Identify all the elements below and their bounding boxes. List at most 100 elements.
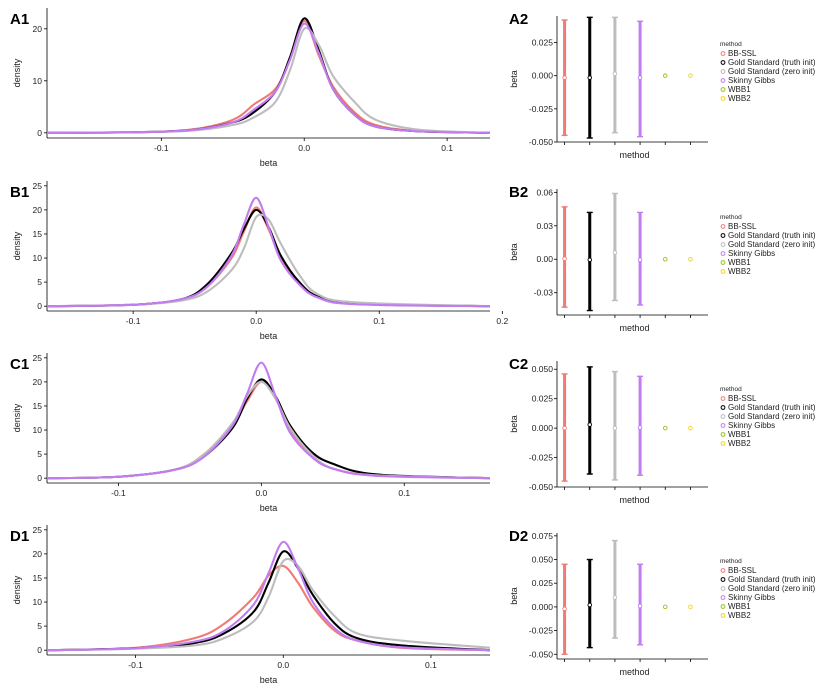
y-tick-label: -0.050: [529, 482, 553, 492]
density-line-gold-standard-truth-init: [47, 17, 490, 134]
y-tick-label: 0: [37, 301, 42, 311]
y-tick-label: 0.075: [532, 531, 554, 541]
panel-label: B1: [10, 184, 29, 201]
x-axis-title: beta: [260, 503, 278, 513]
legend-key: [720, 242, 726, 247]
legend-label: WBB2: [728, 611, 751, 620]
y-tick-label: -0.03: [534, 288, 554, 298]
legend-key: [720, 604, 726, 609]
mean-point-gold-standard-truth-init: [587, 602, 593, 608]
x-axis-title: method: [619, 150, 649, 160]
legend-key: [720, 595, 726, 600]
legend-key: [720, 432, 726, 437]
x-tick-label: 0.0: [255, 488, 267, 498]
legend-title: method: [720, 386, 742, 393]
mean-point-wbb2: [688, 73, 693, 78]
legend-title: method: [720, 214, 742, 221]
density-line-bb-ssl: [47, 564, 490, 652]
density-panel-A1: A1 0 10 20 -0.1 0.0 0.1 beta density: [10, 8, 490, 168]
legend-title: method: [720, 558, 742, 565]
mean-point-bb-ssl: [562, 606, 567, 612]
x-tick-label: 0.0: [250, 316, 262, 326]
y-tick-label: -0.025: [529, 626, 553, 636]
mean-point-gold-standard-truth-init: [587, 257, 593, 263]
y-axis-title: density: [12, 231, 22, 260]
panel-label: A2: [509, 11, 528, 28]
legend-label: WBB2: [728, 94, 751, 103]
y-tick-label: 0: [37, 473, 42, 483]
panel-label: D1: [10, 528, 29, 545]
mean-point-gold-standard-truth-init: [587, 422, 593, 427]
legend-key: [720, 613, 726, 618]
mean-point-gold-standard-zero-init: [612, 250, 618, 255]
y-tick-label: 0: [37, 645, 42, 655]
density-panel-C1: C1 0 5 10 15 20 25 -0.1 0.0 0.1 beta density: [10, 353, 490, 513]
x-tick-label: 0.1: [441, 143, 453, 153]
mean-point-gold-standard-zero-init: [612, 71, 618, 76]
legend-label: Gold Standard (truth init): [728, 231, 816, 240]
y-tick-label: 0.000: [532, 71, 554, 81]
y-tick-label: -0.050: [529, 649, 553, 659]
legend-label: Gold Standard (truth init): [728, 575, 816, 584]
y-tick-label: 25: [33, 353, 43, 363]
y-tick-label: -0.025: [529, 104, 553, 114]
y-tick-label: 0.025: [532, 578, 554, 588]
mean-point-gold-standard-zero-init: [612, 595, 618, 600]
mean-point-wbb1: [663, 604, 668, 610]
legend-key: [720, 69, 726, 74]
legend-label: BB-SSL: [728, 566, 757, 575]
y-tick-label: 5: [37, 277, 42, 287]
legend-label: WBB2: [728, 439, 751, 448]
legend-key: [720, 51, 726, 56]
x-tick-label: 0.2: [496, 316, 508, 326]
density-line-gold-standard-zero-init: [47, 557, 490, 652]
density-line-gold-standard-zero-init: [47, 26, 490, 134]
legend-key: [720, 251, 726, 256]
x-tick-label: 0.1: [425, 660, 437, 670]
y-tick-label: 5: [37, 449, 42, 459]
density-line-skinny-gibbs: [47, 22, 490, 134]
y-axis-title: density: [12, 575, 22, 604]
legend-key: [720, 441, 726, 446]
y-tick-label: 5: [37, 621, 42, 631]
legend-label: BB-SSL: [728, 394, 757, 403]
y-axis-title: beta: [509, 587, 519, 605]
y-tick-label: 0.050: [532, 555, 554, 565]
x-axis-title: beta: [260, 675, 278, 685]
mean-point-bb-ssl: [562, 425, 567, 431]
mean-point-bb-ssl: [562, 75, 567, 80]
legend-label: Skinny Gibbs: [728, 421, 775, 430]
y-tick-label: 20: [33, 205, 43, 215]
mean-point-gold-standard-zero-init: [612, 425, 618, 431]
legend-key: [720, 224, 726, 229]
legend-label: Gold Standard (truth init): [728, 403, 816, 412]
panel-label: C1: [10, 356, 29, 373]
density-line-gold-standard-truth-init: [47, 378, 490, 480]
y-tick-label: 0.06: [536, 187, 553, 197]
errorbar-panel-C2: C2 -0.050 -0.025 0.000 0.025 0.050 method beta m…: [509, 356, 816, 505]
y-tick-label: 0.025: [532, 38, 554, 48]
legend-key: [720, 60, 726, 65]
x-tick-label: 0.1: [373, 316, 385, 326]
errorbar-panel-B2: B2-0.030.000.030.06methodbetamethodBB-SS…: [509, 184, 816, 333]
legend-key: [720, 396, 726, 401]
y-tick-label: 15: [33, 573, 43, 583]
mean-point-wbb1: [663, 73, 668, 78]
mean-point-skinny-gibbs: [637, 75, 643, 80]
y-tick-label: 0.000: [532, 423, 554, 433]
y-axis-title: beta: [509, 70, 519, 88]
y-tick-label: 20: [33, 377, 43, 387]
y-axis-title: density: [12, 58, 22, 87]
legend-label: Skinny Gibbs: [728, 249, 775, 258]
x-tick-label: 0.0: [277, 660, 289, 670]
mean-point-skinny-gibbs: [637, 425, 643, 430]
legend-key: [720, 414, 726, 419]
legend-key: [720, 405, 726, 410]
x-tick-label: -0.1: [111, 488, 126, 498]
panel-label: B2: [509, 184, 528, 201]
panel-label: A1: [10, 11, 29, 28]
